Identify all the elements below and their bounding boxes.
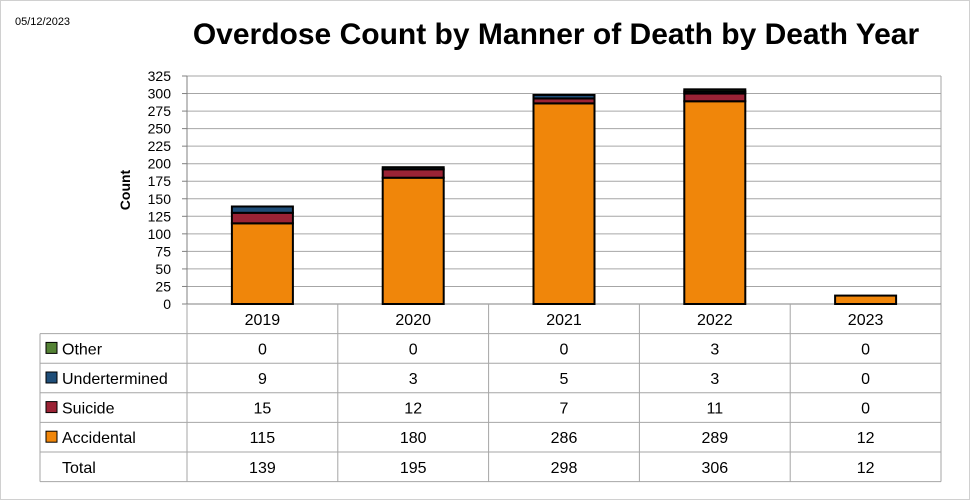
legend-swatch-undertermined — [45, 371, 58, 384]
data-cell: 0 — [861, 371, 870, 388]
x-category-label: 2021 — [546, 312, 582, 329]
y-tick-label: 125 — [148, 208, 172, 224]
data-cell: 12 — [404, 401, 422, 418]
y-tick-label: 325 — [148, 68, 172, 84]
legend-swatch-suicide — [45, 401, 58, 414]
total-row-label: Total — [62, 460, 96, 477]
bar-segment-accidental — [230, 222, 294, 305]
legend-label: Suicide — [62, 401, 115, 418]
data-cell: 0 — [258, 341, 267, 358]
y-tick-label: 0 — [163, 296, 171, 312]
y-tick-label: 275 — [148, 103, 172, 119]
data-cell: 115 — [250, 430, 276, 447]
data-cell: 286 — [551, 430, 578, 447]
data-cell: 0 — [409, 341, 418, 358]
y-axis-label: Count — [117, 169, 133, 210]
y-tick-label: 150 — [148, 191, 172, 207]
x-category-label: 2022 — [697, 312, 733, 329]
data-cell: 15 — [254, 401, 272, 418]
y-tick-label: 175 — [148, 173, 172, 189]
data-cell: 9 — [258, 371, 267, 388]
total-cell: 139 — [249, 460, 276, 477]
data-cell: 0 — [560, 341, 569, 358]
bar-segment-accidental — [381, 176, 445, 306]
bar-segment-accidental — [532, 102, 596, 305]
data-cell: 180 — [400, 430, 427, 447]
y-tick-label: 200 — [148, 156, 172, 172]
legend-label: Other — [62, 341, 103, 358]
bar-segment-suicide — [683, 92, 747, 103]
bar-segment-suicide — [381, 168, 445, 179]
bar-segment-undertermined — [381, 166, 445, 171]
data-cell: 7 — [560, 401, 569, 418]
data-cell: 11 — [706, 401, 723, 418]
data-cell: 0 — [861, 401, 870, 418]
legend-label: Undertermined — [62, 371, 168, 388]
x-category-label: 2023 — [848, 312, 884, 329]
bar-segment-suicide — [230, 211, 294, 225]
bar-segment-undertermined — [230, 205, 294, 214]
y-tick-label: 25 — [155, 278, 171, 294]
data-cell: 289 — [701, 430, 728, 447]
y-tick-label: 225 — [148, 138, 172, 154]
y-tick-label: 100 — [148, 226, 172, 242]
report-date: 05/12/2023 — [15, 16, 71, 28]
x-category-label: 2020 — [395, 312, 431, 329]
legend-label: Accidental — [62, 430, 136, 447]
data-cell: 3 — [710, 341, 719, 358]
data-cell: 3 — [409, 371, 418, 388]
y-tick-label: 250 — [148, 121, 172, 137]
chart-title: Overdose Count by Manner of Death by Dea… — [192, 18, 920, 51]
legend-swatch-accidental — [45, 430, 58, 443]
bar-segment-accidental — [683, 100, 747, 305]
data-cell: 12 — [857, 430, 875, 447]
legend-swatch-other — [45, 341, 58, 354]
data-cell: 3 — [710, 371, 719, 388]
total-cell: 298 — [551, 460, 578, 477]
data-cell: 5 — [560, 371, 569, 388]
x-category-label: 2019 — [245, 312, 281, 329]
y-tick-label: 300 — [148, 86, 172, 102]
y-tick-label: 50 — [155, 261, 171, 277]
total-cell: 195 — [400, 460, 427, 477]
total-cell: 306 — [701, 460, 728, 477]
bar-segment-undertermined — [532, 93, 596, 100]
total-cell: 12 — [857, 460, 875, 477]
bar-segment-other — [683, 88, 747, 93]
bar-segment-accidental — [834, 294, 898, 306]
y-tick-label: 75 — [155, 243, 171, 259]
data-cell: 0 — [861, 341, 870, 358]
